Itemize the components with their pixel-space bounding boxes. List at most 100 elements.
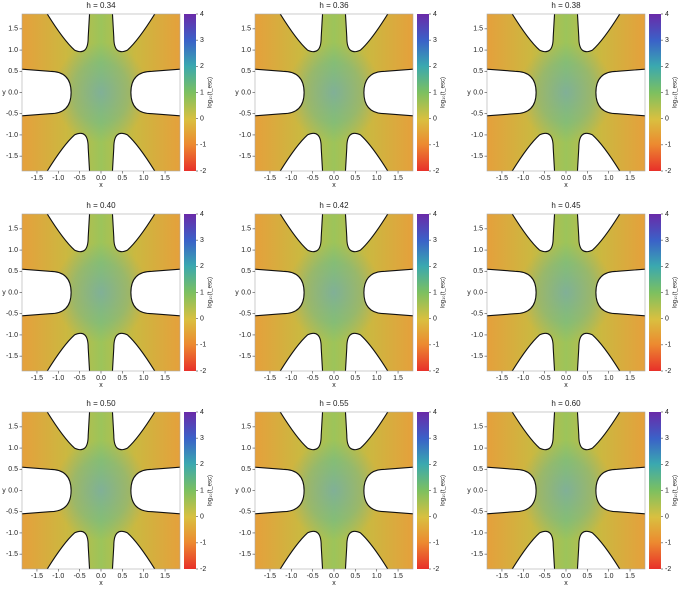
x-tick-label: 1.5: [625, 573, 635, 580]
forbidden-region: [279, 530, 324, 569]
colorbar-tick-label: 2: [665, 63, 669, 70]
y-tick-label: 0.5: [241, 466, 251, 473]
forbidden-region: [279, 214, 324, 253]
x-tick-label: 1.5: [625, 375, 635, 382]
y-tick-label: -1.5: [239, 353, 251, 360]
panel: h = 0.45 -1.5 -1.0 -0.5 0.0 0.5 1.0 1.5 -1.5 -1.0…: [467, 201, 678, 389]
y-tick-label: 1.0: [8, 445, 18, 452]
colorbar-tick-label: 3: [433, 37, 437, 44]
forbidden-region: [344, 530, 389, 569]
forbidden-region: [363, 466, 413, 515]
x-tick-label: -1.5: [264, 175, 276, 182]
panel: h = 0.50 -1.5 -1.0 -0.5 0.0 0.5 1.0 1.5 -1.5 -1.0…: [2, 399, 213, 587]
plot-area: [22, 14, 180, 171]
colorbar-tick-label: 4: [665, 409, 669, 416]
x-tick-label: -1.0: [285, 375, 297, 382]
y-tick-label: 0.5: [8, 268, 18, 275]
colorbar-label: log₁₀(t_esc): [441, 277, 447, 308]
x-tick-label: 1.0: [372, 375, 382, 382]
forbidden-region: [46, 332, 91, 371]
x-tick-label: -1.0: [517, 175, 529, 182]
panel: h = 0.55 -1.5 -1.0 -0.5 0.0 0.5 1.0 1.5 -1.5 -1.0…: [235, 399, 446, 587]
x-tick-label: 0.5: [350, 175, 360, 182]
x-axis-label: x: [99, 580, 103, 587]
y-axis-label: y: [2, 89, 6, 96]
colorbar-tick-label: 2: [665, 461, 669, 468]
y-tick-label: 0.0: [8, 487, 18, 494]
panel-title: h = 0.60: [551, 399, 581, 408]
x-tick-label: 1.0: [604, 573, 614, 580]
x-tick-label: 1.5: [393, 573, 403, 580]
panel-title: h = 0.38: [551, 1, 581, 10]
colorbar: [649, 214, 661, 371]
y-tick-label: 1.0: [241, 47, 251, 54]
y-tick-label: -1.5: [471, 353, 483, 360]
y-tick-label: -1.5: [6, 153, 18, 160]
colorbar-tick-label: 4: [200, 409, 204, 416]
colorbar-tick-label: 3: [665, 237, 669, 244]
x-tick-label: -0.5: [539, 175, 551, 182]
colorbar-tick-label: 1: [665, 289, 669, 296]
y-tick-label: 0.5: [473, 466, 483, 473]
colorbar-tick-label: -1: [200, 540, 206, 547]
colorbar: [184, 14, 196, 171]
plot-area: [487, 214, 645, 371]
x-tick-label: 0.0: [561, 375, 571, 382]
panel: h = 0.34 -1.5 -1.0 -0.5 0.0 0.5 1.0 1.5 -1.5 -1.0…: [2, 1, 213, 189]
y-tick-label: 1.5: [8, 424, 18, 431]
panel: h = 0.40 -1.5 -1.0 -0.5 0.0 0.5 1.0 1.5 -1.5 -1.0…: [2, 201, 213, 389]
colorbar-tick-label: -2: [433, 168, 439, 175]
x-axis-label: x: [99, 382, 103, 389]
panel: h = 0.42 -1.5 -1.0 -0.5 0.0 0.5 1.0 1.5 -1.5 -1.0…: [235, 201, 446, 389]
heatmap-core: [286, 440, 382, 541]
y-tick-label: 0.5: [473, 68, 483, 75]
colorbar-tick-label: 3: [665, 37, 669, 44]
colorbar: [184, 412, 196, 569]
x-tick-label: -0.5: [539, 573, 551, 580]
colorbar: [649, 412, 661, 569]
colorbar-label: log₁₀(t_esc): [441, 77, 447, 108]
y-tick-label: -0.5: [239, 311, 251, 318]
plot-area: [255, 412, 413, 569]
y-tick-label: -1.5: [6, 551, 18, 558]
colorbar-tick-label: 2: [433, 461, 437, 468]
y-tick-label: 0.5: [241, 268, 251, 275]
forbidden-region: [46, 14, 91, 53]
colorbar-tick-label: 3: [433, 435, 437, 442]
x-axis-label: x: [564, 382, 568, 389]
x-tick-label: 1.5: [160, 375, 170, 382]
y-tick-label: 0.0: [8, 89, 18, 96]
x-tick-label: 1.0: [604, 375, 614, 382]
colorbar-tick-label: 1: [200, 487, 204, 494]
x-tick-label: 0.0: [329, 175, 339, 182]
heatmap-core: [53, 42, 149, 143]
y-tick-label: -1.0: [6, 132, 18, 139]
forbidden-region: [111, 530, 156, 569]
colorbar-tick-label: -2: [665, 168, 671, 175]
y-axis-label: y: [467, 487, 471, 494]
forbidden-region: [46, 530, 91, 569]
y-tick-label: 0.0: [241, 289, 251, 296]
panel-title: h = 0.36: [319, 1, 349, 10]
forbidden-region: [576, 332, 621, 371]
heatmap-core: [286, 42, 382, 143]
colorbar-tick-label: -2: [433, 566, 439, 573]
y-tick-label: -1.5: [471, 551, 483, 558]
forbidden-region: [576, 412, 621, 451]
forbidden-region: [279, 332, 324, 371]
colorbar-tick-label: 3: [200, 37, 204, 44]
plot-area: [255, 214, 413, 371]
x-tick-label: 1.5: [393, 375, 403, 382]
y-tick-label: 1.5: [8, 226, 18, 233]
forbidden-region: [279, 412, 324, 451]
colorbar-label: log₁₀(t_esc): [208, 77, 214, 108]
colorbar-tick-label: -1: [665, 142, 671, 149]
colorbar-tick-label: 0: [200, 316, 204, 323]
forbidden-region: [22, 466, 72, 515]
y-tick-label: -0.5: [6, 509, 18, 516]
forbidden-region: [511, 412, 556, 451]
x-axis-label: x: [332, 182, 336, 189]
y-tick-label: 1.5: [473, 424, 483, 431]
panel-title: h = 0.34: [86, 1, 116, 10]
y-tick-label: 1.0: [8, 47, 18, 54]
